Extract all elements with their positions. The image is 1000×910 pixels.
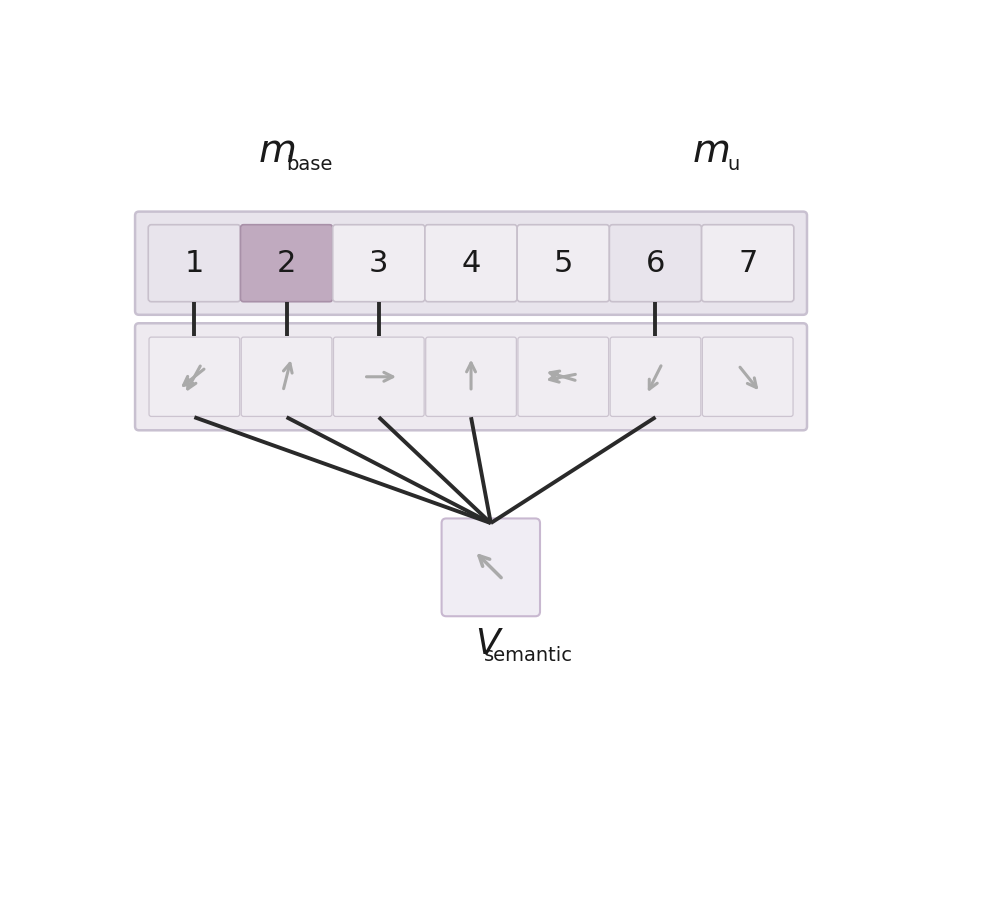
Text: 3: 3	[369, 248, 389, 278]
Text: 1: 1	[185, 248, 204, 278]
FancyBboxPatch shape	[609, 225, 702, 302]
FancyBboxPatch shape	[425, 225, 517, 302]
Text: $m$: $m$	[692, 133, 729, 170]
FancyBboxPatch shape	[426, 337, 516, 417]
Text: $V$: $V$	[475, 627, 504, 662]
FancyBboxPatch shape	[333, 337, 424, 417]
FancyBboxPatch shape	[518, 337, 609, 417]
FancyBboxPatch shape	[442, 519, 540, 616]
Text: 5: 5	[554, 248, 573, 278]
FancyBboxPatch shape	[135, 212, 807, 315]
Text: base: base	[286, 155, 333, 174]
Text: $m$: $m$	[258, 133, 295, 170]
FancyBboxPatch shape	[610, 337, 701, 417]
FancyBboxPatch shape	[333, 225, 425, 302]
FancyBboxPatch shape	[702, 337, 793, 417]
Text: 2: 2	[277, 248, 296, 278]
FancyBboxPatch shape	[702, 225, 794, 302]
Text: 7: 7	[738, 248, 757, 278]
Text: u: u	[727, 155, 740, 174]
FancyBboxPatch shape	[517, 225, 609, 302]
FancyBboxPatch shape	[240, 225, 333, 302]
FancyBboxPatch shape	[149, 337, 240, 417]
FancyBboxPatch shape	[148, 225, 240, 302]
Text: 6: 6	[646, 248, 665, 278]
FancyBboxPatch shape	[241, 337, 332, 417]
Text: semantic: semantic	[484, 645, 572, 664]
FancyBboxPatch shape	[135, 323, 807, 430]
Text: 4: 4	[461, 248, 481, 278]
